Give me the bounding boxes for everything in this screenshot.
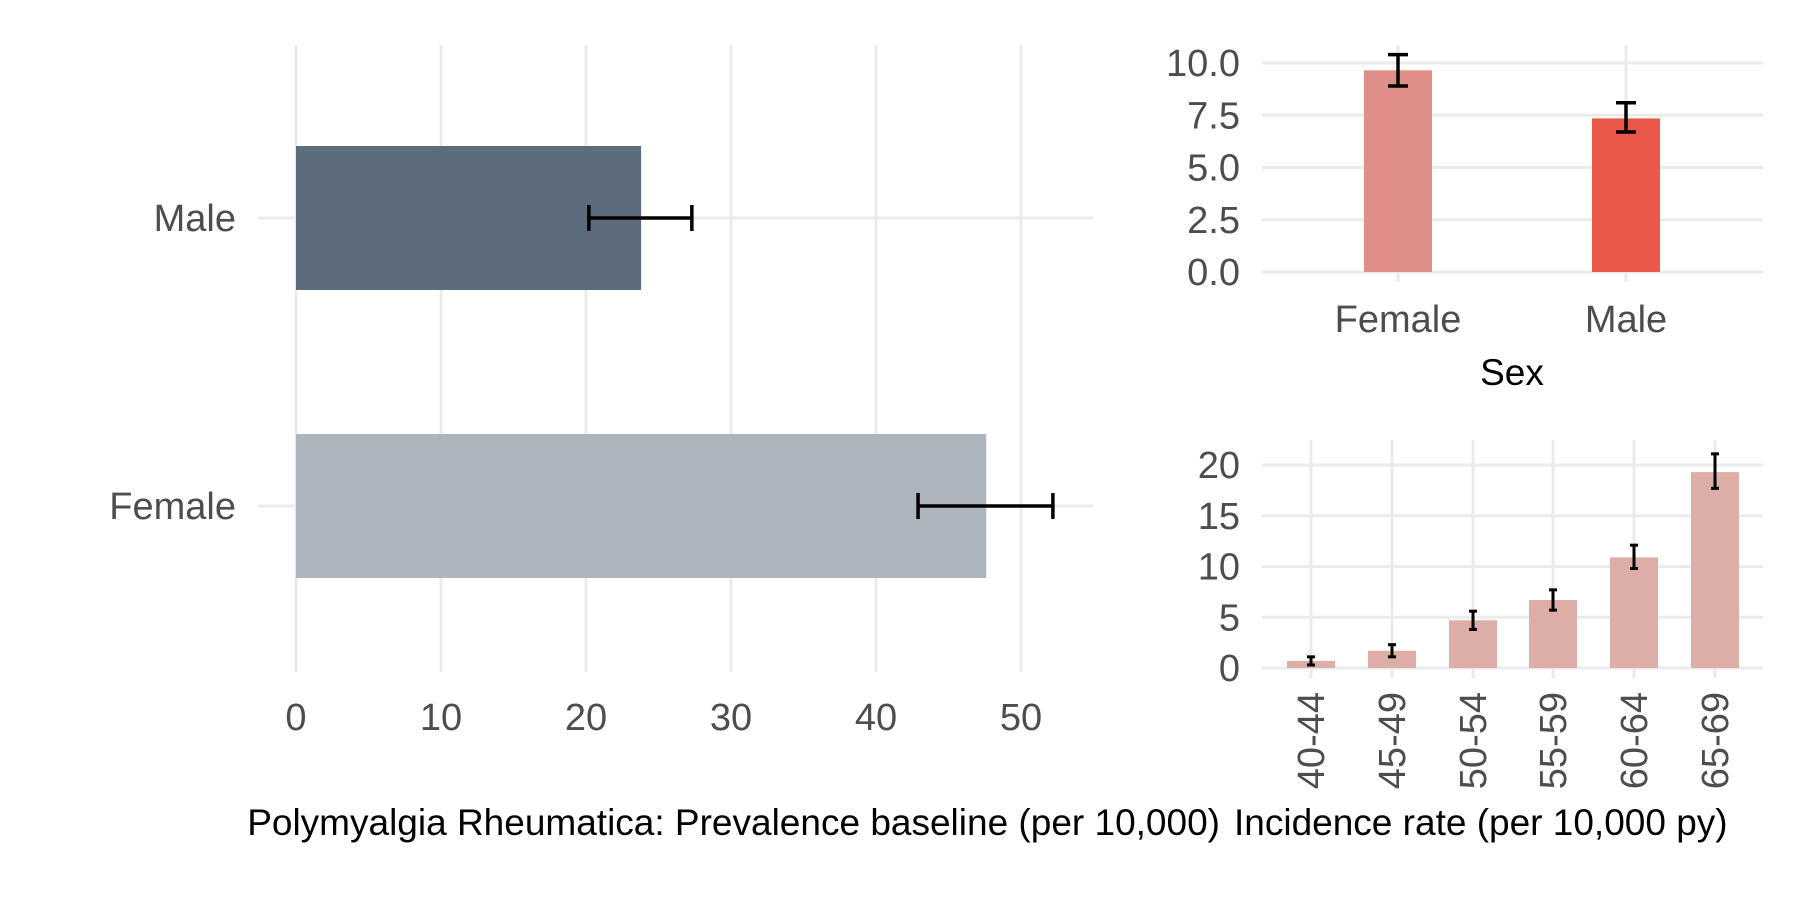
incidence-age-bar <box>1368 650 1416 668</box>
incidence-age-y-tick-label: 15 <box>1198 496 1240 538</box>
incidence-sex-x-tick-label: Female <box>1335 299 1462 341</box>
incidence-sex-x-tick-label: Male <box>1585 299 1667 341</box>
prevalence-x-tick-label: 0 <box>285 697 306 739</box>
incidence-sex-y-tick-label: 10.0 <box>1166 43 1240 85</box>
incidence-age-y-tick-label: 5 <box>1219 597 1240 639</box>
prevalence-x-tick-label: 10 <box>420 697 462 739</box>
prevalence-x-tick-label: 30 <box>710 697 752 739</box>
incidence-age-axis-title: Incidence rate (per 10,000 py) <box>1234 802 1728 843</box>
incidence-age-y-tick-label: 0 <box>1219 648 1240 690</box>
prevalence-y-tick-label: Male <box>154 198 236 240</box>
incidence-sex-bar-male <box>1592 118 1660 272</box>
incidence-sex-y-tick-label: 2.5 <box>1187 200 1240 242</box>
prevalence-bar-male <box>296 146 642 290</box>
incidence-age-x-tick-label: 60-64 <box>1614 692 1656 789</box>
incidence-age-x-tick-label: 50-54 <box>1453 692 1495 789</box>
incidence-sex-bar-female <box>1364 70 1432 272</box>
prevalence-y-tick-label: Female <box>109 486 236 528</box>
prevalence-axis-title: Polymyalgia Rheumatica: Prevalence basel… <box>247 802 1220 843</box>
incidence-age-y-tick-label: 20 <box>1198 445 1240 487</box>
incidence-age-y-tick-label: 10 <box>1198 547 1240 589</box>
incidence-age-bar <box>1610 557 1658 668</box>
incidence-sex-y-tick-label: 5.0 <box>1187 148 1240 190</box>
prevalence-x-tick-label: 40 <box>855 697 897 739</box>
incidence-sex-y-tick-label: 7.5 <box>1187 95 1240 137</box>
incidence-age-bar <box>1691 472 1739 668</box>
prevalence-x-tick-label: 20 <box>565 697 607 739</box>
incidence-age-x-tick-label: 55-59 <box>1533 692 1575 789</box>
incidence-age-x-tick-label: 40-44 <box>1291 692 1333 789</box>
incidence-sex-y-tick-label: 0.0 <box>1187 252 1240 294</box>
incidence-by-age-panel: 0 5 10 15 20 40-44 45-49 50-54 55-59 60-64 65-69 <box>1198 440 1763 789</box>
incidence-age-x-tick-label: 65-69 <box>1695 692 1737 789</box>
incidence-age-x-tick-label: 45-49 <box>1372 692 1414 789</box>
incidence-sex-axis-title: Sex <box>1480 352 1544 393</box>
prevalence-x-tick-label: 50 <box>1000 697 1042 739</box>
prevalence-bar-female <box>296 434 987 578</box>
prevalence-by-sex-panel: 0 10 20 30 40 50 Male Female <box>109 45 1093 739</box>
incidence-by-sex-panel: 0.0 2.5 5.0 7.5 10.0 Female Male <box>1166 43 1763 341</box>
